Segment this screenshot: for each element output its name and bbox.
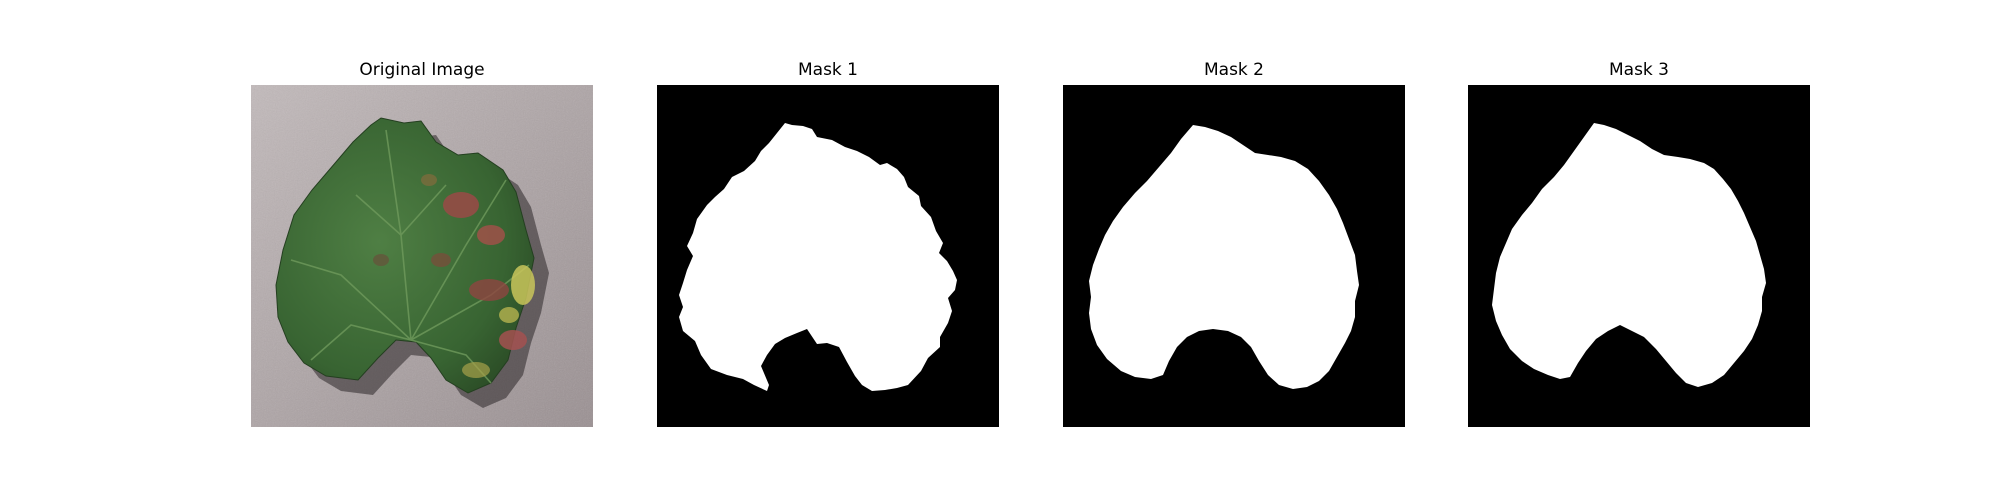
original-image-panel: Original Image <box>251 55 593 427</box>
mask-3-image <box>1468 85 1810 427</box>
mask-3-region <box>1492 123 1766 387</box>
original-image-title: Original Image <box>359 60 485 80</box>
mask-1-panel: Mask 1 <box>657 55 999 427</box>
mask-2-image <box>1063 85 1405 427</box>
mask-1-title: Mask 1 <box>797 60 858 80</box>
mask-1-region <box>679 123 957 391</box>
leaf-photo <box>251 85 593 427</box>
leaf-lesions <box>373 174 535 378</box>
mask-2-title: Mask 2 <box>1203 60 1264 80</box>
leaf <box>275 117 535 394</box>
mask-1-image <box>657 85 999 427</box>
mask-2-region <box>1089 125 1359 389</box>
mask-3-panel: Mask 3 <box>1468 55 1810 427</box>
mask-2-panel: Mask 2 <box>1063 55 1405 427</box>
mask-3-title: Mask 3 <box>1608 60 1669 80</box>
